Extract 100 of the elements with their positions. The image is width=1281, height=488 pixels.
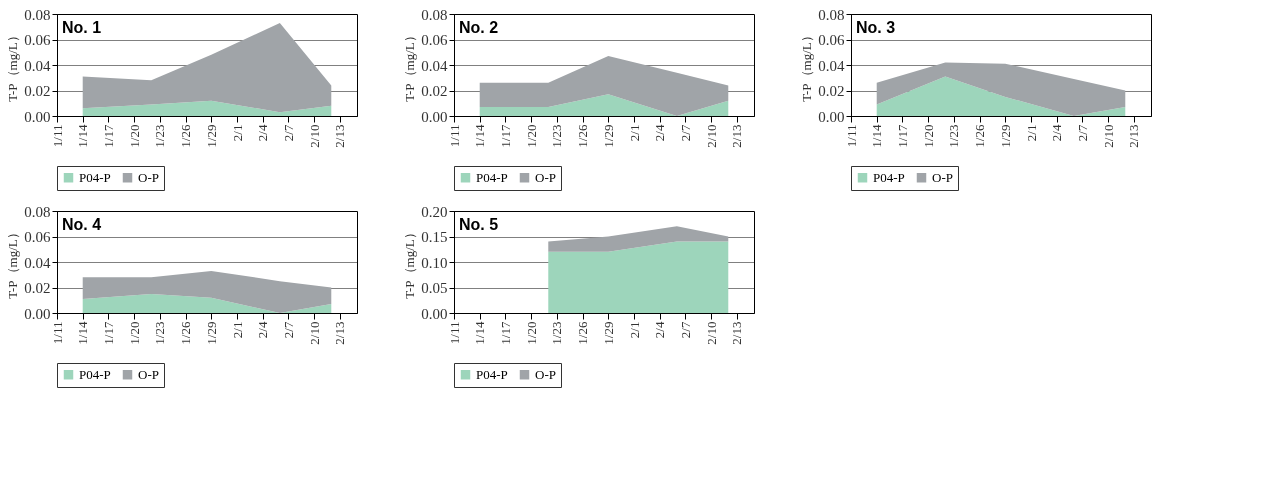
x-tick-label: 2/10 — [703, 124, 719, 148]
y-tick-label: 0.15 — [421, 229, 448, 245]
y-tick-label: 0.06 — [421, 32, 448, 48]
x-tick-label: 2/4 — [255, 124, 271, 142]
y-axis-title: T-P（mg/L） — [799, 29, 815, 102]
y-tick-label: 0.04 — [421, 57, 448, 74]
y-axis-title: T-P（mg/L） — [5, 226, 21, 299]
chart-title: No. 4 — [62, 216, 102, 233]
x-tick-label: 2/10 — [306, 124, 322, 148]
x-tick-label: 1/29 — [600, 321, 616, 345]
x-tick-label: 2/4 — [652, 321, 668, 339]
x-tick-label: 2/1 — [229, 321, 245, 339]
y-axis-title: T-P（mg/L） — [5, 29, 21, 102]
x-tick-label: 1/26 — [178, 124, 194, 148]
x-tick-label: 1/23 — [549, 124, 565, 148]
x-tick-label: 1/20 — [126, 124, 142, 148]
x-tick-label: 1/14 — [75, 321, 91, 345]
chart-title: No. 2 — [459, 19, 499, 36]
y-axis-title: T-P（mg/L） — [402, 29, 418, 102]
x-tick-label: 1/17 — [894, 124, 910, 148]
y-tick-label: 0.06 — [24, 32, 51, 48]
x-tick-label: 1/14 — [75, 124, 91, 148]
y-tick-label: 0.02 — [24, 280, 51, 296]
y-tick-label: 0.06 — [818, 32, 845, 48]
x-tick-label: 1/23 — [152, 124, 168, 148]
x-tick-label: 1/20 — [523, 321, 539, 345]
x-tick-label: 1/11 — [446, 124, 462, 148]
x-tick-label: 1/23 — [152, 321, 168, 345]
x-tick-label: 2/13 — [729, 321, 745, 345]
x-tick-label: 1/29 — [600, 124, 616, 148]
legend-label: O-P — [138, 366, 159, 382]
x-tick-label: 1/17 — [497, 321, 513, 345]
x-tick-label: 2/4 — [1049, 124, 1065, 142]
y-tick-label: 0.04 — [24, 57, 51, 74]
x-tick-label: 1/14 — [472, 321, 488, 345]
y-tick-label: 0.04 — [818, 57, 845, 74]
x-tick-label: 2/13 — [332, 124, 348, 148]
y-tick-label: 0.06 — [24, 229, 51, 245]
x-tick-label: 2/7 — [280, 124, 296, 142]
x-tick-label: 2/1 — [1023, 124, 1039, 142]
y-tick-label: 0.00 — [421, 305, 448, 322]
x-tick-label: 2/1 — [626, 321, 642, 339]
x-tick-label: 2/1 — [626, 124, 642, 142]
x-tick-label: 1/17 — [497, 124, 513, 148]
x-tick-label: 2/10 — [703, 321, 719, 345]
chart-title: No. 5 — [459, 216, 499, 233]
chart-title: No. 3 — [856, 19, 896, 36]
y-tick-label: 0.20 — [421, 203, 448, 220]
x-tick-label: 2/7 — [280, 321, 296, 339]
y-tick-label: 0.08 — [818, 6, 845, 23]
x-tick-label: 2/10 — [306, 321, 322, 345]
x-tick-label: 2/13 — [1126, 124, 1142, 148]
x-tick-label: 1/11 — [843, 124, 859, 148]
legend-label: O-P — [535, 366, 556, 382]
x-tick-label: 1/29 — [203, 321, 219, 345]
y-tick-label: 0.02 — [421, 83, 448, 99]
x-tick-label: 1/11 — [446, 321, 462, 345]
y-tick-label: 0.04 — [24, 254, 51, 271]
legend-label: O-P — [932, 169, 953, 185]
x-tick-label: 2/1 — [229, 124, 245, 142]
x-tick-label: 1/26 — [972, 124, 988, 148]
x-tick-label: 1/20 — [920, 124, 936, 148]
x-tick-label: 1/29 — [203, 124, 219, 148]
x-tick-label: 1/26 — [575, 124, 591, 148]
y-tick-label: 0.08 — [421, 6, 448, 23]
x-tick-label: 1/11 — [49, 124, 65, 148]
x-tick-label: 2/4 — [652, 124, 668, 142]
x-tick-label: 1/11 — [49, 321, 65, 345]
y-tick-label: 0.00 — [24, 305, 51, 322]
y-tick-label: 0.10 — [421, 254, 448, 271]
x-tick-label: 1/26 — [575, 321, 591, 345]
x-tick-label: 2/7 — [1074, 124, 1090, 142]
x-tick-label: 2/13 — [332, 321, 348, 345]
x-tick-label: 1/14 — [869, 124, 885, 148]
y-tick-label: 0.05 — [421, 280, 448, 296]
x-tick-label: 1/26 — [178, 321, 194, 345]
y-tick-label: 0.00 — [421, 108, 448, 125]
legend-label: P04-P — [476, 366, 508, 382]
legend-label: O-P — [535, 169, 556, 185]
x-tick-label: 2/10 — [1100, 124, 1116, 148]
chart-title: No. 1 — [62, 19, 102, 36]
y-tick-label: 0.00 — [24, 108, 51, 125]
y-tick-label: 0.08 — [24, 6, 51, 23]
x-tick-label: 1/17 — [100, 124, 116, 148]
x-tick-label: 1/23 — [946, 124, 962, 148]
legend-label: P04-P — [476, 169, 508, 185]
legend-label: O-P — [138, 169, 159, 185]
legend-label: P04-P — [79, 169, 111, 185]
y-tick-label: 0.00 — [818, 108, 845, 125]
y-tick-label: 0.08 — [24, 203, 51, 220]
x-tick-label: 2/4 — [255, 321, 271, 339]
x-tick-label: 2/7 — [677, 124, 693, 142]
x-tick-label: 1/17 — [100, 321, 116, 345]
y-axis-title: T-P（mg/L） — [402, 226, 418, 299]
x-tick-label: 1/20 — [126, 321, 142, 345]
legend-label: P04-P — [79, 366, 111, 382]
x-tick-label: 1/23 — [549, 321, 565, 345]
x-tick-label: 1/14 — [472, 124, 488, 148]
legend-label: P04-P — [873, 169, 905, 185]
x-tick-label: 2/13 — [729, 124, 745, 148]
